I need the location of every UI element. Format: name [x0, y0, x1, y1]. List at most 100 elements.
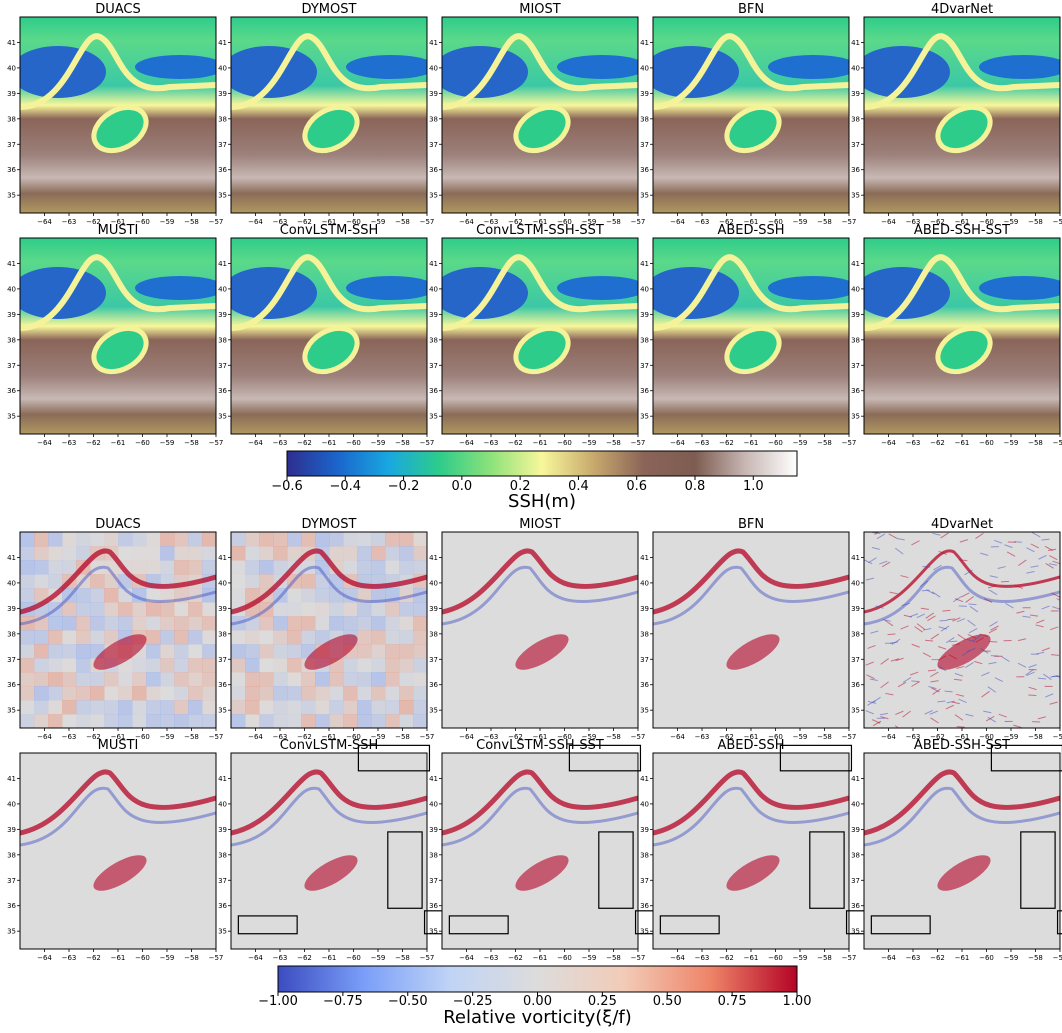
y-tick-label: 37: [218, 362, 227, 370]
y-tick-label: 36: [7, 902, 16, 910]
colorbar-1: −0.6 −0.4 −0.2 0.0 0.2 0.4 0.6 0.8 1.0 SSH(m): [271, 450, 798, 512]
y-tick-label: 36: [640, 387, 649, 395]
colorbar-tick-label: −1.00: [258, 994, 298, 1009]
y-tick-label: 40: [851, 285, 860, 293]
colorbar-tick-label: 0.6: [626, 479, 647, 494]
y-tick-label: 38: [7, 115, 16, 123]
y-tick-label: 41: [851, 775, 860, 783]
x-tick-label: −62: [297, 439, 312, 447]
x-tick-label: −57: [420, 733, 435, 741]
x-tick-label: −60: [346, 954, 361, 962]
x-tick-label: −63: [62, 954, 77, 962]
y-tick-label: 39: [7, 90, 16, 98]
x-tick-label: −59: [793, 218, 808, 226]
x-tick-label: −64: [248, 439, 263, 447]
y-tick-label: 38: [218, 336, 227, 344]
highlight-box: [237, 915, 298, 935]
x-tick-label: −63: [695, 733, 710, 741]
y-tick-label: 36: [640, 166, 649, 174]
y-tick-label: 41: [218, 775, 227, 783]
panel-ssh-bfn: −64 −63 −62 −61 −60 −59 −58 −57 35 36 37 38 39 40 41 BF…: [640, 2, 857, 226]
ssh-field: [231, 17, 427, 213]
panel-ssh-abed-ssh-sst: −64 −63 −62 −61 −60 −59 −58 −57 35 36 37 38 39 40 41 AB…: [851, 223, 1062, 447]
highlight-box: [568, 744, 642, 772]
y-tick-label: 36: [640, 902, 649, 910]
y-tick-label: 41: [851, 554, 860, 562]
panel-title: MIOST: [519, 517, 561, 532]
panel-ssh-duacs: −64 −63 −62 −61 −60 −59 −58 −57 35 36 37 38 39 40 41 DU…: [7, 2, 224, 226]
panel-title: ConvLSTM-SSH-SST: [476, 223, 604, 238]
x-tick-label: −61: [322, 218, 337, 226]
x-tick-label: −64: [881, 733, 896, 741]
y-tick-label: 35: [218, 413, 227, 421]
x-tick-label: −61: [533, 954, 548, 962]
x-tick-label: −59: [582, 218, 597, 226]
x-tick-label: −62: [719, 954, 734, 962]
x-tick-label: −59: [160, 218, 175, 226]
colorbar-tick-label: 0.75: [718, 994, 747, 1009]
y-tick-label: 41: [640, 39, 649, 47]
panel-title: ConvLSTM-SSH-SST: [476, 738, 604, 753]
x-tick-label: −64: [459, 439, 474, 447]
x-tick-label: −58: [1028, 733, 1043, 741]
colorbar-gradient: [277, 965, 798, 993]
panel-title: 4DvarNet: [931, 517, 993, 532]
y-tick-label: 41: [429, 554, 438, 562]
x-tick-label: −61: [111, 733, 126, 741]
x-tick-label: −60: [135, 218, 150, 226]
panel-vorticity-convlstm-ssh-sst: −64 −63 −62 −61 −60 −59 −58 −57 35 36 37 38 39 40 41 Co…: [429, 738, 664, 962]
y-tick-label: 39: [218, 605, 227, 613]
x-tick-label: −60: [346, 218, 361, 226]
y-tick-label: 35: [851, 928, 860, 936]
y-tick-label: 37: [851, 877, 860, 885]
ssh-field: [442, 17, 638, 213]
x-tick-label: −57: [209, 733, 224, 741]
x-tick-label: −57: [209, 439, 224, 447]
y-tick-label: 35: [851, 413, 860, 421]
x-tick-label: −57: [209, 218, 224, 226]
y-tick-label: 41: [218, 260, 227, 268]
x-tick-label: −64: [670, 218, 685, 226]
y-tick-label: 35: [7, 707, 16, 715]
x-tick-label: −60: [768, 439, 783, 447]
y-tick-label: 37: [640, 141, 649, 149]
x-tick-label: −57: [209, 954, 224, 962]
x-tick-label: −61: [955, 218, 970, 226]
y-tick-label: 40: [851, 800, 860, 808]
x-tick-label: −62: [86, 218, 101, 226]
y-tick-label: 38: [851, 630, 860, 638]
panel-title: ABED-SSH-SST: [914, 223, 1010, 238]
x-tick-label: −62: [508, 439, 523, 447]
x-tick-label: −64: [248, 218, 263, 226]
x-tick-label: −60: [979, 954, 994, 962]
y-tick-label: 39: [851, 826, 860, 834]
panel-ssh-convlstm-ssh: −64 −63 −62 −61 −60 −59 −58 −57 35 36 37 38 39 40 41 Co…: [218, 223, 434, 447]
panel-title: MUSTI: [98, 223, 139, 238]
x-tick-label: −60: [135, 439, 150, 447]
panel-title: DUACS: [95, 2, 141, 17]
x-tick-label: −61: [955, 439, 970, 447]
colorbar-tick-label: −0.2: [388, 479, 420, 494]
x-tick-label: −64: [459, 733, 474, 741]
colorbar-tick-label: 1.0: [743, 479, 764, 494]
y-tick-label: 41: [429, 39, 438, 47]
x-tick-label: −57: [842, 218, 857, 226]
x-tick-label: −63: [273, 733, 288, 741]
x-tick-label: −62: [86, 954, 101, 962]
panel-ssh-musti: −64 −63 −62 −61 −60 −59 −58 −57 35 36 37 38 39 40 41 MU…: [7, 223, 224, 447]
y-tick-label: 37: [7, 656, 16, 664]
x-tick-label: −61: [744, 954, 759, 962]
x-tick-label: −60: [557, 439, 572, 447]
vorticity-field: [653, 532, 849, 728]
x-tick-label: −63: [695, 218, 710, 226]
panel-vorticity-musti: −64 −63 −62 −61 −60 −59 −58 −57 35 36 37 38 39 40 41 MU…: [7, 738, 223, 962]
y-tick-label: 37: [7, 877, 16, 885]
y-tick-label: 39: [7, 826, 16, 834]
y-tick-label: 37: [429, 877, 438, 885]
panel-title: MIOST: [519, 2, 561, 17]
x-tick-label: −60: [557, 218, 572, 226]
x-tick-label: −63: [62, 733, 77, 741]
x-tick-label: −63: [695, 954, 710, 962]
x-tick-label: −59: [582, 954, 597, 962]
x-tick-label: −61: [744, 733, 759, 741]
